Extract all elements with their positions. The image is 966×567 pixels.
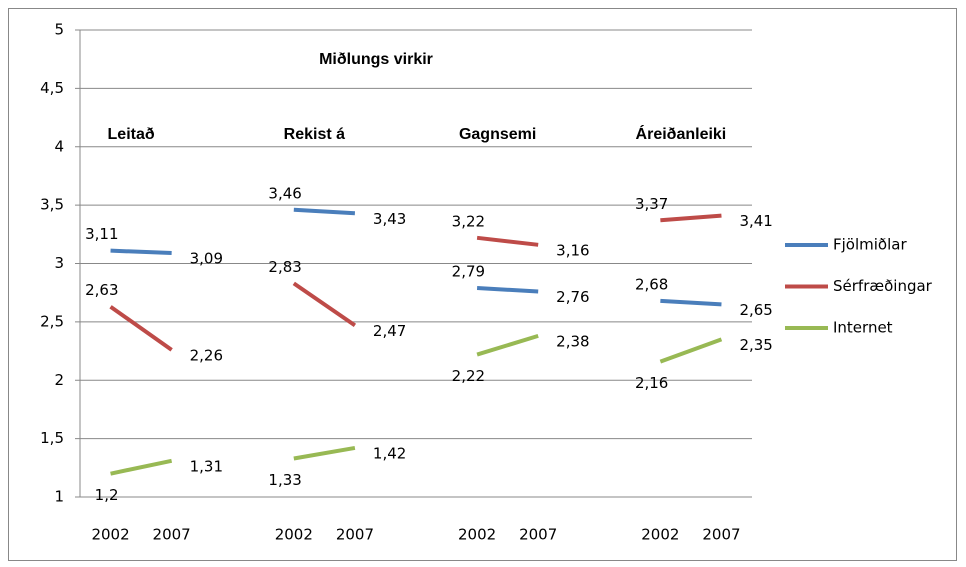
data-label: 3,09 [190,249,223,267]
data-label: 1,42 [373,444,406,462]
data-label: 2,26 [190,346,223,364]
data-label: 3,46 [268,184,301,202]
data-label: 2,38 [556,332,589,350]
group-label: Leitað [108,126,155,143]
data-label: 1,31 [190,457,223,475]
y-tick-label: 4,5 [40,79,64,97]
series-line [110,333,723,476]
data-label: 2,22 [452,367,485,385]
x-tick-label: 2007 [336,526,374,544]
x-tick-label: 2002 [458,526,496,544]
data-label: 2,35 [739,336,772,354]
data-label: 2,63 [85,281,118,299]
x-tick-label: 2007 [519,526,557,544]
x-tick-label: 2002 [91,526,129,544]
legend-label: Internet [833,319,893,337]
y-tick-label: 4 [54,137,64,155]
series-line [110,207,722,307]
y-tick-label: 2,5 [40,312,64,330]
data-label: 1,2 [95,486,119,504]
data-label: 2,79 [452,263,485,281]
y-tick-label: 1,5 [40,429,64,447]
data-label: 3,37 [635,195,668,213]
data-label: 1,33 [268,471,301,489]
x-tick-label: 2002 [641,526,679,544]
data-label: 2,47 [373,322,406,340]
data-label: 2,83 [268,258,301,276]
series-line [109,213,722,352]
y-tick-label: 3 [54,254,64,272]
group-label: Gagnsemi [459,126,536,143]
x-tick-label: 2002 [275,526,313,544]
data-label: 3,11 [85,225,118,243]
y-tick-label: 1 [54,488,64,506]
group-label: Rekist á [284,126,345,143]
legend-label: Fjölmiðlar [833,236,907,254]
x-tick-label: 2007 [702,526,740,544]
data-label: 3,41 [739,212,772,230]
y-tick-label: 5 [54,21,64,39]
data-label: 2,68 [635,275,668,293]
y-tick-label: 2 [54,371,64,389]
data-label: 2,76 [556,288,589,306]
x-tick-label: 2007 [153,526,191,544]
y-tick-label: 3,5 [40,196,64,214]
data-label: 3,43 [373,210,406,228]
data-label: 2,65 [739,301,772,319]
data-label: 3,16 [556,241,589,259]
chart-title: Miðlungs virkir [319,51,433,68]
legend-label: Sérfræðingar [833,277,933,295]
group-label: Áreiðanleiki [636,124,727,143]
data-label: 3,22 [452,212,485,230]
data-label: 2,16 [635,374,668,392]
